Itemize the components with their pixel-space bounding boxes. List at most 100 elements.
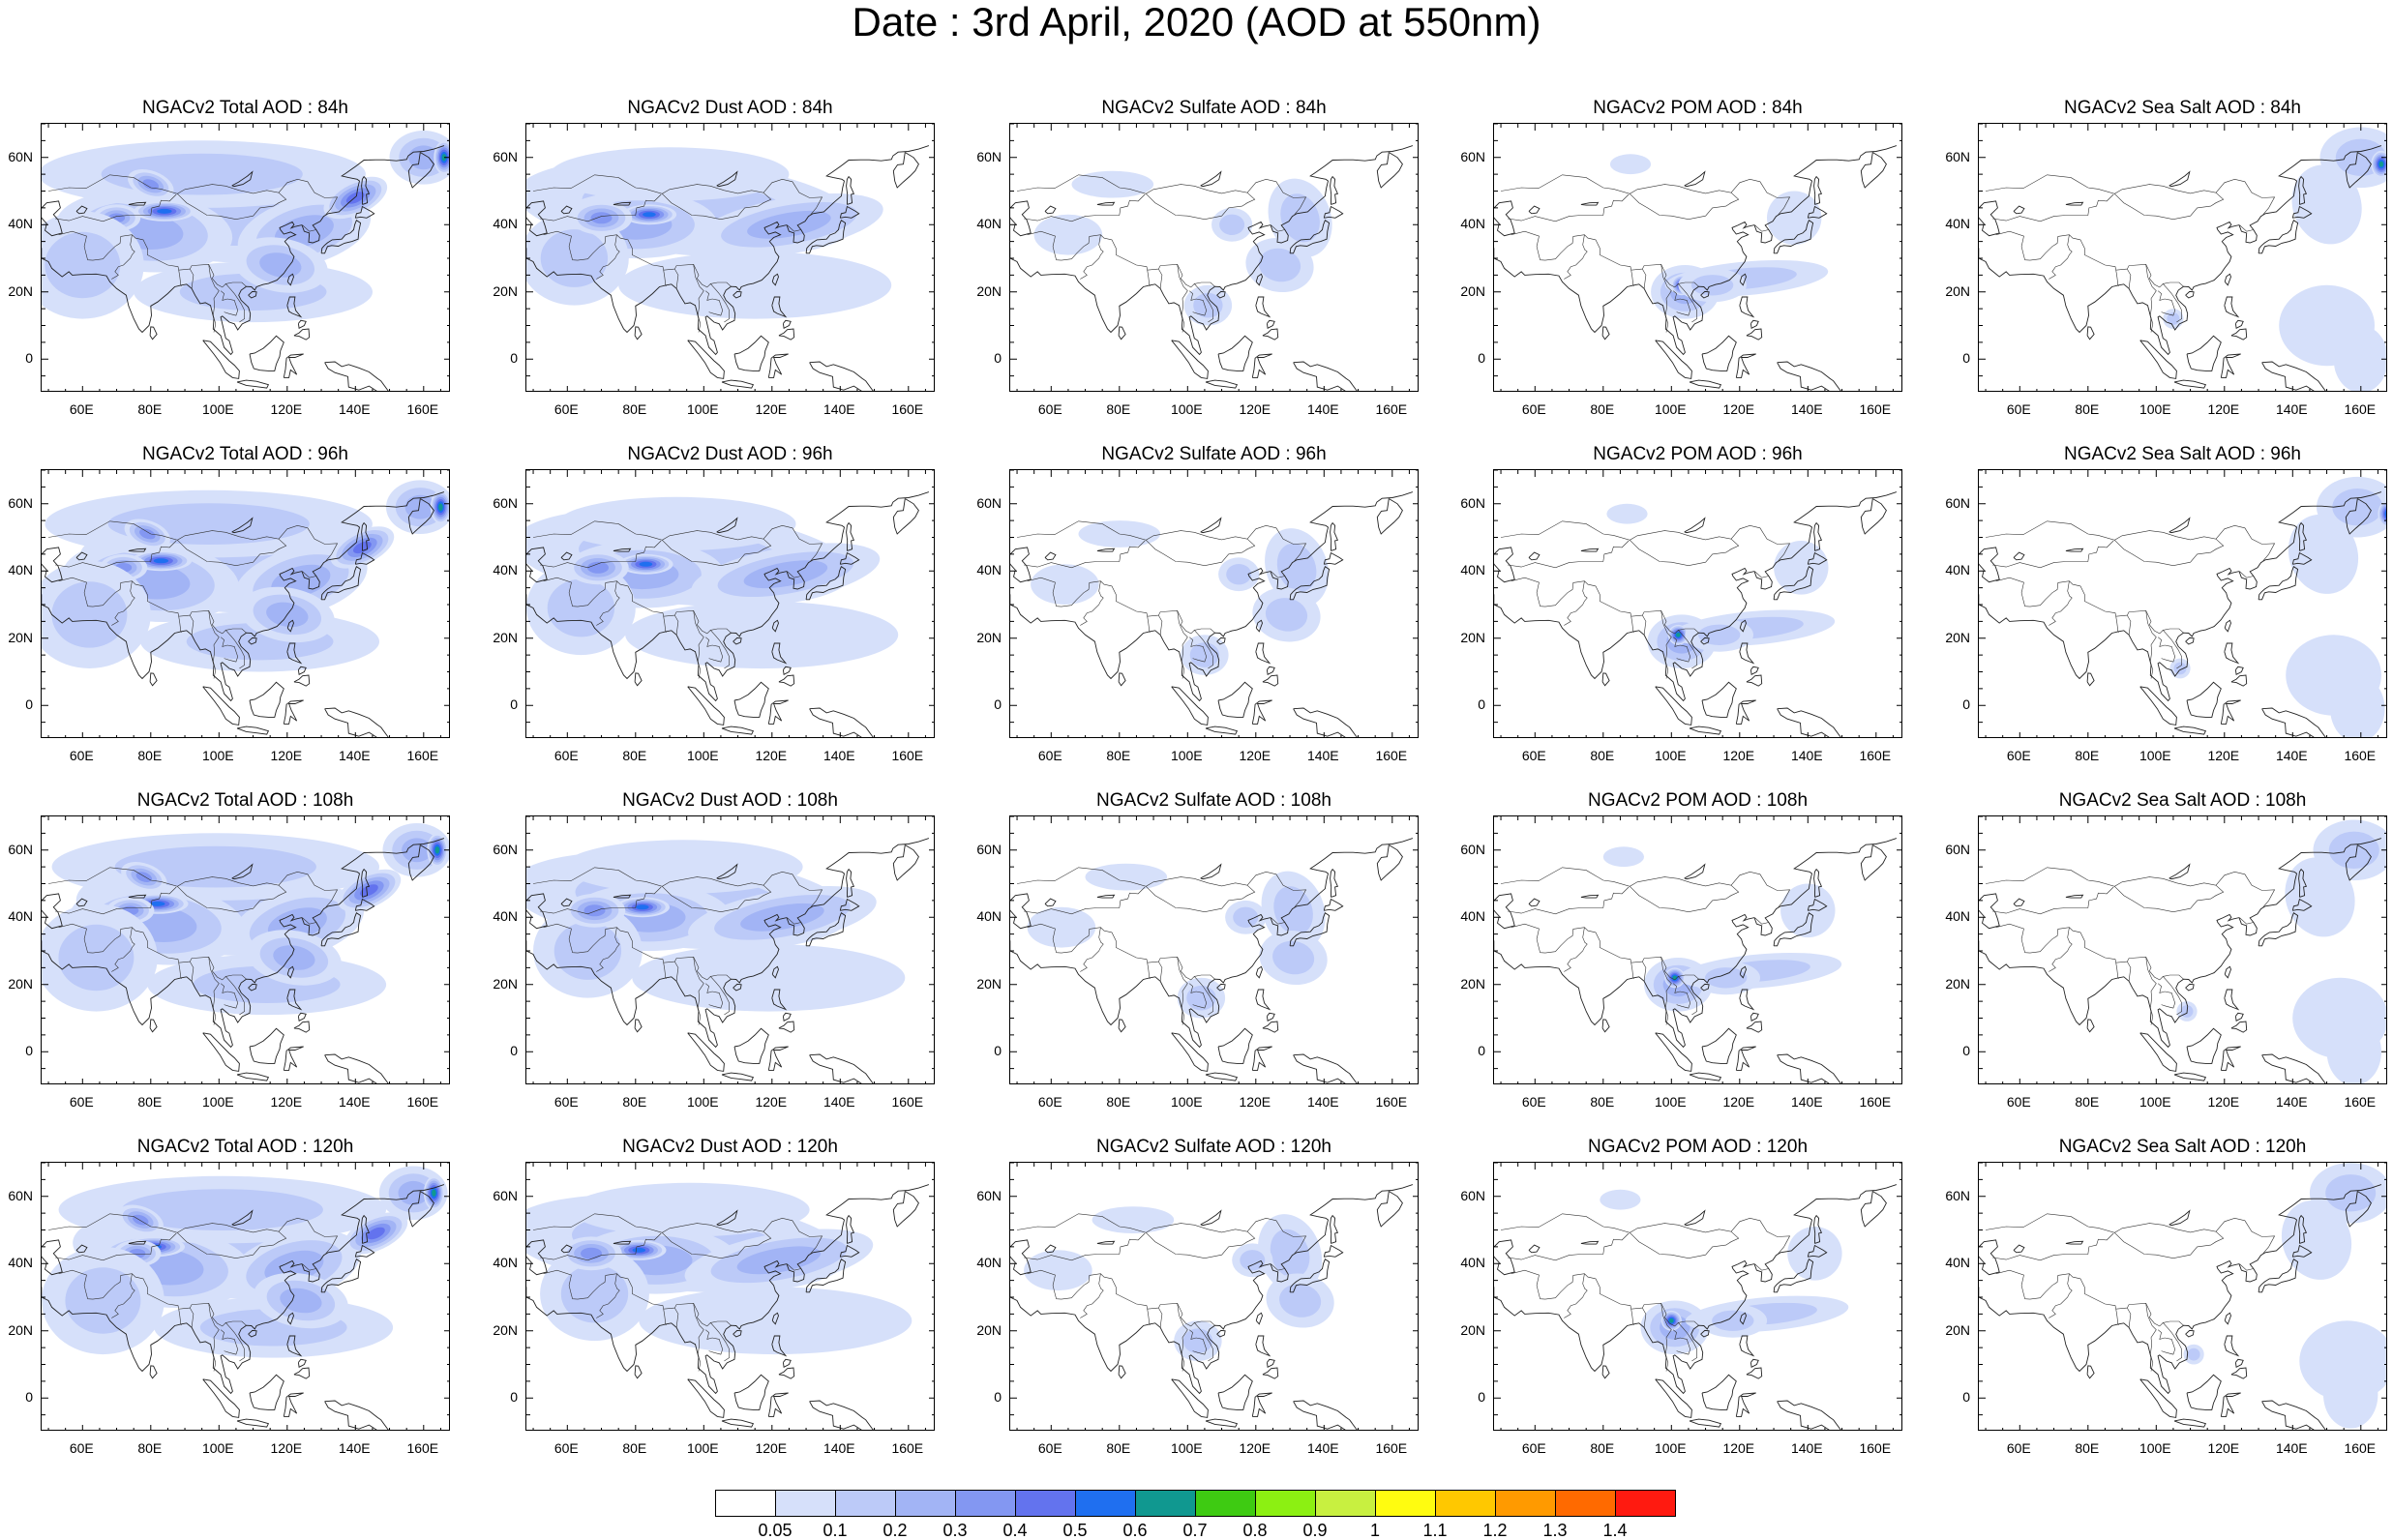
- coastline: [846, 175, 855, 205]
- coastline: [2173, 379, 2207, 389]
- coastline: [2224, 965, 2231, 979]
- y-tick-label: 20N: [1945, 1321, 1970, 1338]
- coastlines: [42, 491, 445, 737]
- y-tick-label: 20N: [976, 1321, 1002, 1338]
- country-border: [2115, 616, 2119, 633]
- coastline: [1255, 1335, 1271, 1357]
- coastline: [1216, 290, 1226, 299]
- coastline: [320, 1259, 362, 1293]
- aod-plume: [747, 210, 831, 239]
- y-tick-label: 0: [1962, 350, 1970, 367]
- country-border: [208, 264, 220, 333]
- coastline: [2169, 170, 2191, 188]
- colorbar-swatch: [1135, 1490, 1196, 1517]
- coastline: [771, 965, 779, 979]
- coastline: [2298, 175, 2308, 205]
- aod-plume: [441, 154, 447, 162]
- country-border: [47, 174, 339, 217]
- coastline: [1979, 491, 2382, 702]
- coastline: [892, 498, 919, 535]
- y-tick-label: 0: [25, 1043, 33, 1059]
- y-tick-label: 60N: [1945, 1187, 1970, 1203]
- country-border: [1678, 283, 1697, 323]
- coastline: [1255, 273, 1263, 286]
- country-border: [1500, 174, 1791, 217]
- coastline: [1807, 1244, 1828, 1258]
- coastline: [1773, 220, 1814, 254]
- coastline: [1979, 145, 2382, 356]
- coastline: [687, 340, 725, 379]
- coastline: [297, 666, 307, 675]
- country-border: [47, 867, 339, 909]
- coastline: [1860, 1191, 1887, 1228]
- aod-plume: [157, 208, 172, 214]
- coastline: [2013, 1244, 2025, 1254]
- y-tick-label: 60N: [976, 1187, 1002, 1203]
- aod-plume: [2288, 514, 2359, 594]
- coastline: [1010, 893, 1032, 930]
- x-tick-label: 60E: [69, 1440, 94, 1456]
- coastline: [687, 1378, 725, 1418]
- country-borders: [526, 1213, 823, 1372]
- coastline: [2220, 353, 2241, 378]
- coastline: [2185, 290, 2195, 299]
- coastline: [1684, 863, 1706, 880]
- country-border: [2114, 884, 2225, 913]
- coastline: [733, 335, 769, 371]
- x-tick-label: 140E: [1306, 748, 1339, 763]
- country-border: [674, 961, 679, 982]
- country-border: [532, 174, 823, 217]
- y-tick-label: 20N: [1460, 282, 1485, 299]
- colorbar-label: 1.1: [1422, 1521, 1448, 1540]
- coastline: [2224, 1335, 2240, 1357]
- map-canvas: [1010, 470, 1418, 737]
- coastline: [1807, 551, 1828, 565]
- colorbar-label: 1.4: [1602, 1521, 1628, 1540]
- country-border: [55, 540, 177, 569]
- country-border: [532, 520, 823, 563]
- country-border: [2157, 637, 2176, 663]
- aod-plume: [150, 901, 165, 906]
- coastline: [1323, 205, 1344, 219]
- country-border: [302, 571, 316, 578]
- axis-ticks: [1010, 1163, 1418, 1430]
- country-borders: [1010, 867, 1307, 1025]
- panel-title: NGACv2 Dust AOD : 84h: [627, 98, 833, 118]
- coastline: [2186, 1027, 2222, 1064]
- coastline: [149, 1019, 158, 1033]
- country-border: [1024, 1232, 1146, 1261]
- country-border: [111, 1273, 135, 1318]
- country-borders: [1494, 520, 1791, 679]
- x-tick-label: 120E: [2207, 1440, 2240, 1456]
- country-border: [2127, 614, 2132, 636]
- x-tick-label: 100E: [1170, 1440, 1203, 1456]
- aod-plume: [1033, 214, 1103, 255]
- coastline: [782, 319, 792, 329]
- coastline: [128, 201, 147, 206]
- x-tick-label: 140E: [1306, 1440, 1339, 1456]
- aod-plume: [1767, 191, 1822, 246]
- coastline: [42, 547, 63, 583]
- coastline: [2220, 699, 2241, 725]
- aod-plume: [636, 904, 649, 910]
- country-borders: [526, 867, 823, 1025]
- coastline: [2086, 326, 2095, 341]
- country-border: [1660, 610, 1672, 679]
- coastline: [1330, 175, 1339, 205]
- coastline: [2186, 681, 2222, 718]
- coastline: [1205, 1418, 1239, 1428]
- coastline: [1735, 1392, 1756, 1417]
- x-tick-label: 120E: [2207, 401, 2240, 417]
- map-plot-area: [1009, 815, 1419, 1084]
- coastline: [1205, 726, 1239, 735]
- country-border: [674, 268, 679, 289]
- coastline: [1750, 319, 1759, 329]
- country-border: [178, 962, 182, 979]
- coastline: [1171, 1378, 1209, 1418]
- country-border: [2239, 571, 2254, 578]
- country-border: [1080, 234, 1104, 280]
- x-tick-label: 160E: [1375, 1094, 1408, 1110]
- country-border: [1146, 884, 1256, 913]
- x-tick-label: 120E: [1239, 1094, 1271, 1110]
- coastline: [1323, 898, 1344, 911]
